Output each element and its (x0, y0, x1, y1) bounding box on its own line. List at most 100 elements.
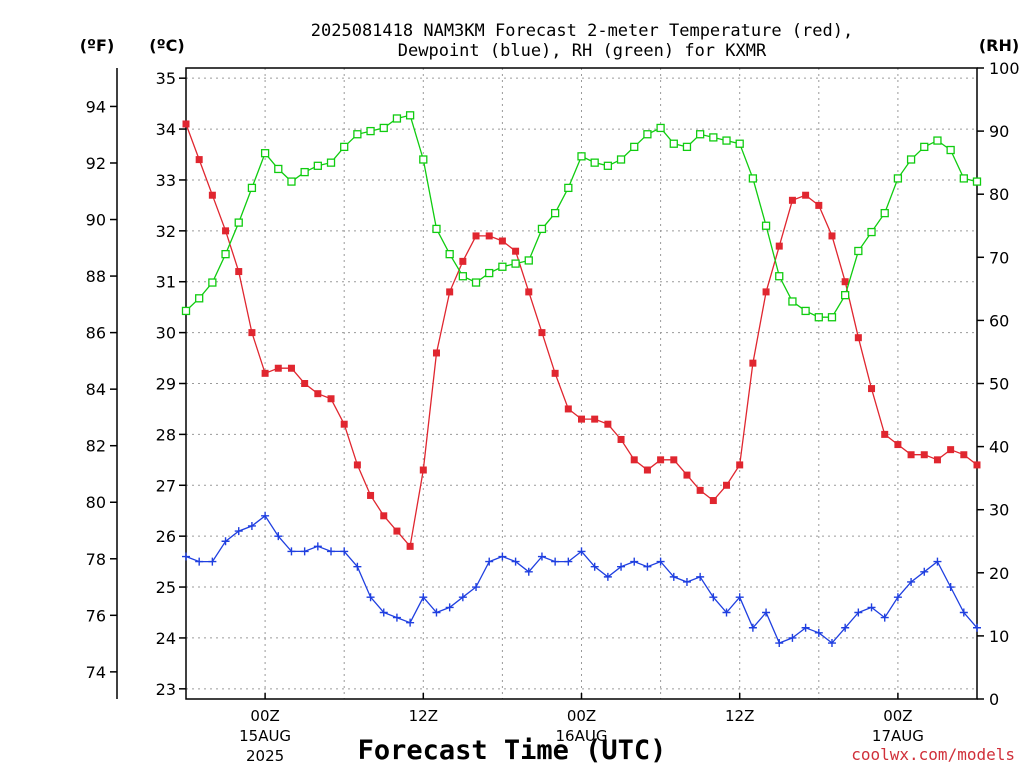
x-tick-label: 00Z (883, 707, 912, 725)
dewpoint-point (735, 593, 744, 602)
dewpoint-point (709, 593, 718, 602)
rh-point (748, 174, 758, 183)
temperature-point (643, 466, 651, 474)
celsius-tick-label: 24 (156, 629, 176, 648)
dewpoint-point (340, 547, 349, 556)
rh-point (906, 155, 916, 164)
temperature-point (274, 364, 282, 372)
rh-point (313, 161, 322, 170)
temperature-point (828, 232, 836, 240)
x-axis-label: Forecast Time (UTC) (358, 735, 667, 766)
rh-point (590, 158, 599, 167)
temperature-point (683, 471, 691, 479)
dewpoint-point (748, 623, 757, 632)
temperature-point (802, 191, 810, 199)
temperature-point (498, 237, 506, 245)
dewpoint-point (392, 613, 401, 622)
rh-point (511, 259, 520, 268)
rh-point (788, 297, 797, 306)
rh-point (260, 149, 270, 158)
temperature-point (815, 201, 823, 209)
dewpoint-point (880, 613, 889, 622)
dewpoint-point (366, 593, 375, 602)
rh-point (709, 133, 718, 142)
rh-point (722, 136, 731, 145)
dewpoint-point (893, 593, 902, 602)
x-tick-date-label: 15AUG (239, 727, 291, 745)
chart-title-line1: 2025081418 NAM3KM Forecast 2-meter Tempe… (311, 21, 853, 41)
dewpoint-point (419, 593, 428, 602)
dewpoint-point (485, 557, 494, 566)
watermark: coolwx.com/models (851, 745, 1015, 764)
temperature-point (512, 247, 520, 255)
temperature-point (459, 257, 467, 265)
celsius-axis-label: (ºC) (149, 36, 184, 55)
rh-point (287, 177, 296, 186)
dewpoint-point (524, 567, 533, 576)
celsius-tick-label: 26 (156, 527, 176, 546)
dewpoint-point (933, 557, 942, 566)
temperature-point (235, 268, 243, 276)
dewpoint-point (195, 557, 204, 566)
dewpoint-point (656, 557, 665, 566)
dewpoint-point (854, 608, 863, 617)
rh-point (326, 158, 336, 167)
temperature-point (762, 288, 770, 296)
dewpoint-point (511, 557, 520, 566)
dewpoint-point (762, 608, 771, 617)
rh-point (801, 306, 810, 316)
rh-point (458, 272, 468, 281)
temperature-point (301, 380, 309, 387)
dewpoint-point (274, 532, 283, 541)
temperature-point (841, 278, 849, 286)
dewpoint-point (907, 577, 916, 586)
dewpoint-point (313, 542, 322, 551)
rh-point (920, 142, 929, 152)
temperature-point (380, 512, 388, 520)
temperature-point (881, 430, 889, 438)
temperature-point (485, 232, 493, 240)
rh-tick-label: 90 (989, 122, 1009, 141)
fahrenheit-tick-label: 86 (86, 324, 106, 343)
rh-point (880, 208, 889, 218)
celsius-tick-label: 29 (156, 375, 176, 394)
temperature-point (222, 227, 230, 235)
dewpoint-point (221, 537, 230, 546)
dewpoint-point (946, 583, 955, 592)
temperature-point (393, 527, 401, 535)
series-rh (181, 111, 982, 322)
dewpoint-point (300, 547, 309, 556)
dewpoint-point (920, 567, 929, 576)
temperature-point (261, 369, 269, 377)
x-tick-date-label: 16AUG (556, 727, 608, 745)
temperature-point (907, 451, 915, 459)
temperature-point (353, 461, 361, 469)
celsius-tick-label: 23 (156, 680, 176, 699)
x-tick-label: 12Z (725, 707, 754, 725)
fahrenheit-tick-label: 82 (86, 437, 106, 456)
rh-point (827, 313, 837, 322)
fahrenheit-tick-label: 92 (86, 154, 106, 173)
rh-point (603, 161, 613, 170)
temperature-point (604, 420, 612, 428)
temperature-point (670, 456, 678, 464)
dewpoint-point (234, 527, 243, 536)
rh-point (643, 130, 652, 139)
x-tick-label: 12Z (409, 707, 438, 725)
dewpoint-point (432, 608, 441, 617)
rh-point (366, 126, 375, 136)
rh-point (972, 177, 982, 186)
dewpoint-point (379, 608, 388, 617)
temperature-point (208, 191, 216, 199)
rh-point (761, 221, 771, 230)
rh-tick-label: 20 (989, 564, 1009, 583)
dewpoint-point (722, 608, 731, 617)
temperature-point (182, 120, 190, 128)
dewpoint-point (814, 628, 823, 637)
rh-point (656, 123, 665, 133)
celsius-tick-label: 34 (156, 120, 176, 139)
rh-point (959, 174, 968, 183)
temperature-point (736, 461, 744, 469)
rh-point (630, 142, 639, 152)
dewpoint-point (287, 547, 296, 556)
